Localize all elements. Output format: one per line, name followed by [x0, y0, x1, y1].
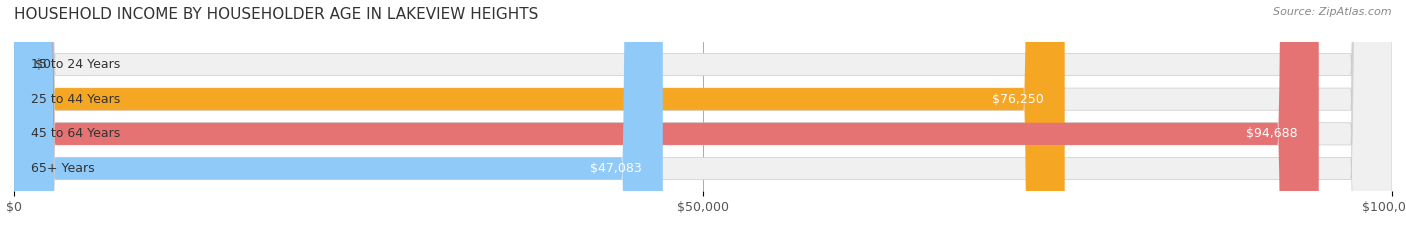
Text: $76,250: $76,250: [993, 93, 1045, 106]
Text: 65+ Years: 65+ Years: [31, 162, 94, 175]
Text: 25 to 44 Years: 25 to 44 Years: [31, 93, 120, 106]
Text: 15 to 24 Years: 15 to 24 Years: [31, 58, 120, 71]
FancyBboxPatch shape: [14, 0, 1392, 233]
FancyBboxPatch shape: [14, 0, 1319, 233]
Text: Source: ZipAtlas.com: Source: ZipAtlas.com: [1274, 7, 1392, 17]
FancyBboxPatch shape: [14, 0, 1064, 233]
Text: $94,688: $94,688: [1247, 127, 1298, 140]
FancyBboxPatch shape: [14, 0, 1392, 233]
Text: $47,083: $47,083: [591, 162, 643, 175]
FancyBboxPatch shape: [14, 0, 662, 233]
FancyBboxPatch shape: [14, 0, 1392, 233]
Text: $0: $0: [35, 58, 51, 71]
FancyBboxPatch shape: [14, 0, 1392, 233]
Text: 45 to 64 Years: 45 to 64 Years: [31, 127, 120, 140]
Text: HOUSEHOLD INCOME BY HOUSEHOLDER AGE IN LAKEVIEW HEIGHTS: HOUSEHOLD INCOME BY HOUSEHOLDER AGE IN L…: [14, 7, 538, 22]
